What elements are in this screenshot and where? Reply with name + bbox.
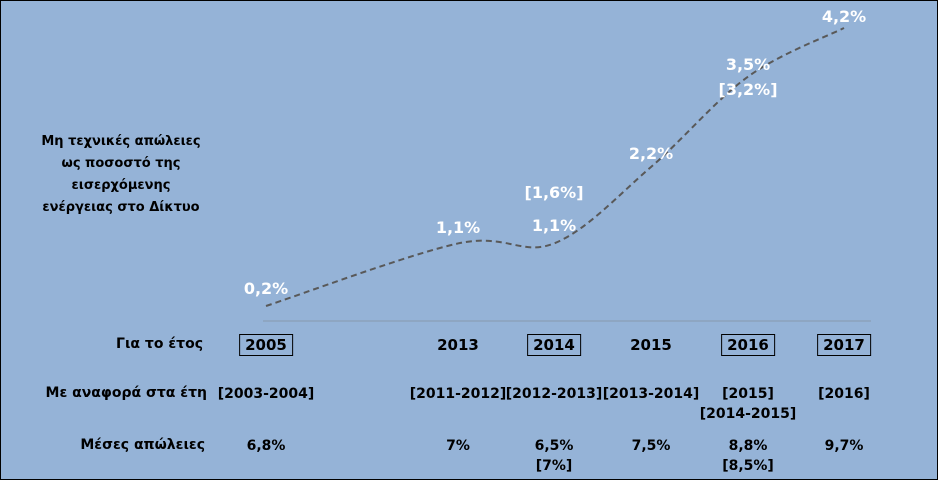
y-axis-label-line-2: ως ποσοστό της (61, 156, 181, 171)
losses-cell-2005: 6,8% (246, 438, 286, 454)
y-axis-label-line-3: εισερχόμενης (71, 178, 171, 193)
row-label-losses: Μέσες απώλειες (80, 437, 205, 453)
y-axis-label: Μη τεχνικές απώλειες ως ποσοστό της εισε… (21, 131, 221, 219)
year-cell-2017: 2017 (817, 334, 871, 356)
reference-cell-2017: [2016] (818, 386, 870, 402)
row-label-reference: Με αναφορά στα έτη (45, 385, 207, 401)
year-cell-2013: 2013 (437, 336, 479, 354)
value-labels: 0,2% 1,1% 1,1% [1,6%] 2,2% 3,5% [3,2%] 4,2% (244, 7, 866, 298)
reference-cell-2013: [2011-2012] (409, 386, 507, 402)
alt-value-label-2016: [3,2%] (719, 80, 778, 99)
reference-cell-2005: [2003-2004] (217, 386, 315, 402)
reference-cell-2014: [2012-2013] (505, 386, 603, 402)
value-label-2015: 2,2% (629, 144, 673, 163)
losses-cell-2016: 8,8% [8,5%] (722, 438, 774, 474)
value-label-2014: 1,1% (532, 216, 576, 235)
y-axis-label-line-1: Μη τεχνικές απώλειες (41, 134, 201, 149)
losses-cell-2013: 7% (446, 438, 470, 454)
value-label-2016: 3,5% (726, 55, 770, 74)
value-label-2017: 4,2% (822, 7, 866, 26)
losses-cell-2015: 7,5% (631, 438, 671, 454)
year-cell-2005: 2005 (239, 334, 293, 356)
reference-cell-2016: [2015] [2014-2015] (699, 386, 797, 422)
year-cell-2016: 2016 (721, 334, 775, 356)
year-cell-2015: 2015 (630, 336, 672, 354)
year-cell-2014: 2014 (527, 334, 581, 356)
value-label-2013: 1,1% (436, 218, 480, 237)
row-label-year: Για το έτος (116, 336, 203, 352)
reference-cell-2015: [2013-2014] (602, 386, 700, 402)
y-axis-label-line-4: ενέργειας στο Δίκτυο (42, 200, 200, 215)
alt-value-label-2014: [1,6%] (525, 183, 584, 202)
losses-cell-2014: 6,5% [7%] (534, 438, 574, 474)
value-label-2005: 0,2% (244, 279, 288, 298)
loss-trend-line (265, 27, 845, 307)
losses-cell-2017: 9,7% (824, 438, 864, 454)
